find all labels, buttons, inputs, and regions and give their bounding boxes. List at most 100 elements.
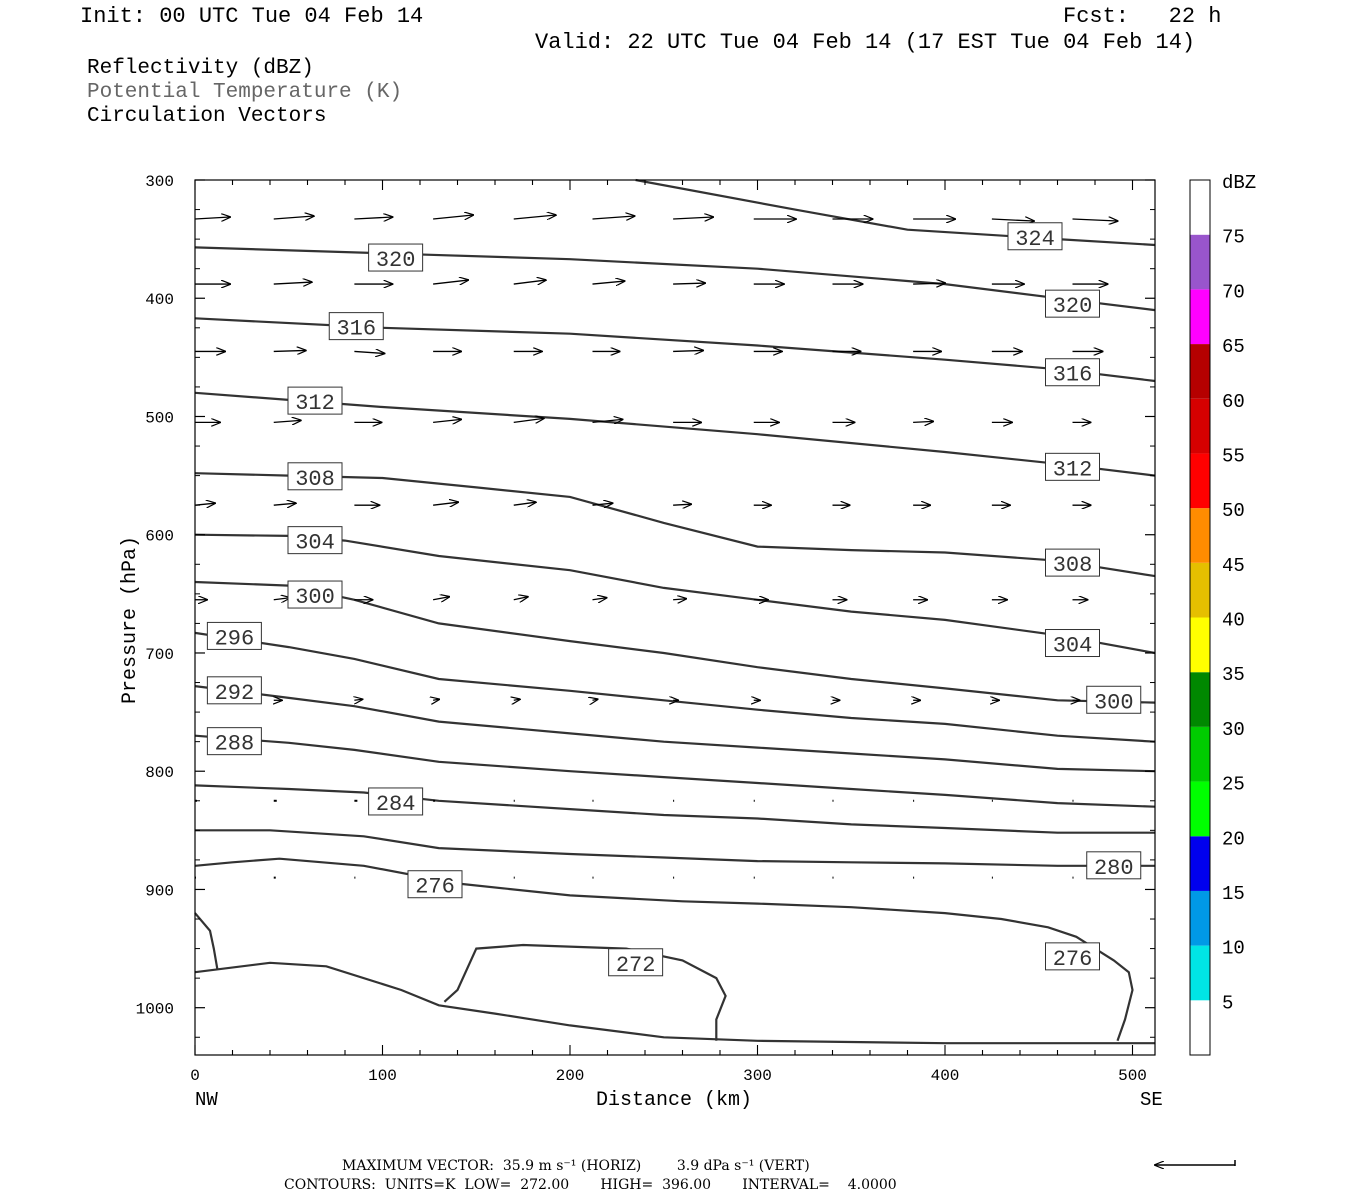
x-axis-label: Distance (km) xyxy=(596,1089,752,1112)
x-axis-right-end-label: SE xyxy=(1140,1089,1163,1111)
colorbar-label: 45 xyxy=(1222,555,1245,577)
vector-arrow xyxy=(1072,219,1118,221)
vector-arrow xyxy=(273,503,296,505)
vector-arrow xyxy=(592,598,607,600)
contour-label: 320 xyxy=(1045,289,1100,319)
vector-arrow xyxy=(913,421,933,422)
vector-arrow xyxy=(592,216,635,219)
colorbar-frame xyxy=(1189,179,1211,1056)
colorbar-label: 30 xyxy=(1222,719,1245,741)
svg-text:320: 320 xyxy=(1053,294,1093,319)
contour-line-7 xyxy=(194,631,1156,743)
contour-label: 280 xyxy=(1086,851,1142,881)
contour-line-11 xyxy=(195,829,1155,867)
vector-arrow xyxy=(513,597,528,600)
contour-line-10 xyxy=(194,784,1155,834)
contour-label: 296 xyxy=(206,621,262,651)
contour-label: 276 xyxy=(1045,942,1100,972)
svg-text:308: 308 xyxy=(295,467,335,492)
colorbar-label: 5 xyxy=(1222,992,1233,1014)
contour-label: 316 xyxy=(1045,358,1100,388)
svg-text:276: 276 xyxy=(1053,947,1093,972)
colorbar-label: 55 xyxy=(1222,445,1245,467)
contour-line-9 xyxy=(194,734,1156,808)
vector-arrow xyxy=(673,599,686,600)
colorbar-segment xyxy=(1190,617,1210,673)
colorbar-title: dBZ xyxy=(1222,172,1256,194)
contour-label: 288 xyxy=(206,727,262,757)
contour-line-12 xyxy=(194,857,1134,1042)
colorbar-label: 35 xyxy=(1222,664,1245,686)
vector-arrow xyxy=(433,280,468,284)
colorbar-segment xyxy=(1190,398,1210,454)
svg-text:320: 320 xyxy=(376,248,416,273)
colorbar-label: 50 xyxy=(1222,500,1245,522)
max-vector-note: MAXIMUM VECTOR: 35.9 m s⁻¹ (HORIZ) 3.9 d… xyxy=(342,1158,810,1174)
colorbar-label: 60 xyxy=(1222,391,1245,413)
vector-arrow xyxy=(433,215,473,219)
vector-arrow xyxy=(433,502,458,505)
vector-arrow xyxy=(673,283,705,284)
contour-line-8 xyxy=(194,685,1156,773)
colorbar-segment xyxy=(1190,234,1210,290)
forecast-hour: Fcst: 22 h xyxy=(1063,4,1222,29)
svg-text:300: 300 xyxy=(295,585,335,610)
vector-arrow xyxy=(592,419,623,422)
contour-label: 300 xyxy=(287,580,343,610)
y-tick-label: 900 xyxy=(145,882,174,900)
vector-arrow xyxy=(273,420,301,422)
x-tick-label: 300 xyxy=(743,1067,772,1085)
contour-label: 292 xyxy=(206,676,262,706)
svg-text:316: 316 xyxy=(1053,363,1093,388)
vector-arrow xyxy=(673,217,713,219)
vector-arrow xyxy=(514,699,520,700)
legend-circulation-vectors: Circulation Vectors xyxy=(87,105,327,128)
colorbar-segment xyxy=(1190,289,1210,345)
vector-arrow xyxy=(433,419,461,422)
contour-line-0 xyxy=(635,178,1156,247)
colorbar-segment xyxy=(1190,180,1210,235)
y-tick-label: 500 xyxy=(145,409,174,427)
contour-line-15 xyxy=(194,961,1155,1045)
contour-label: 272 xyxy=(608,948,664,978)
contour-label: 308 xyxy=(1045,548,1100,578)
vector-arrow xyxy=(673,504,691,505)
init-time: Init: 00 UTC Tue 04 Feb 14 xyxy=(80,4,424,29)
contour-line-14 xyxy=(194,912,219,971)
vector-arrow xyxy=(913,283,945,284)
svg-text:284: 284 xyxy=(376,792,416,817)
vector-arrow xyxy=(273,350,306,351)
svg-text:288: 288 xyxy=(215,732,255,757)
svg-text:304: 304 xyxy=(1053,634,1093,659)
contour-label: 300 xyxy=(1086,685,1142,715)
y-axis-label: Pressure (hPa) xyxy=(119,536,142,704)
vector-arrow xyxy=(513,502,536,505)
colorbar-segment xyxy=(1190,562,1210,618)
colorbar-segment xyxy=(1190,453,1210,509)
legend-potential-temperature: Potential Temperature (K) xyxy=(87,81,403,104)
colorbar-label: 65 xyxy=(1222,336,1245,358)
colorbar: 5 10 15 20 25 30 35 40 45 50 55 60 65 70 75 dBZ xyxy=(1189,172,1256,1056)
colorbar-segment xyxy=(1190,508,1210,563)
vector-arrow xyxy=(592,503,613,505)
y-tick-label: 800 xyxy=(145,764,174,782)
vector-arrow xyxy=(273,282,312,284)
colorbar-label: 20 xyxy=(1222,828,1245,850)
vector-arrow xyxy=(513,418,544,422)
valid-time: Valid: 22 UTC Tue 04 Feb 14 (17 EST Tue … xyxy=(535,30,1196,55)
y-tick-label: 300 xyxy=(145,173,174,191)
plot-frame xyxy=(194,179,1156,1056)
legend-reflectivity: Reflectivity (dBZ) xyxy=(87,57,314,80)
colorbar-segment xyxy=(1190,945,1210,1001)
contour-label: 276 xyxy=(407,870,463,900)
svg-text:316: 316 xyxy=(336,317,376,342)
colorbar-label: 10 xyxy=(1222,938,1245,960)
svg-text:296: 296 xyxy=(215,626,255,651)
vector-arrow xyxy=(593,699,598,700)
vector-arrow xyxy=(673,350,703,351)
x-tick-label: 200 xyxy=(556,1067,585,1085)
colorbar-label: 25 xyxy=(1222,774,1245,796)
colorbar-segment xyxy=(1190,836,1210,891)
vector-arrow xyxy=(273,598,290,600)
